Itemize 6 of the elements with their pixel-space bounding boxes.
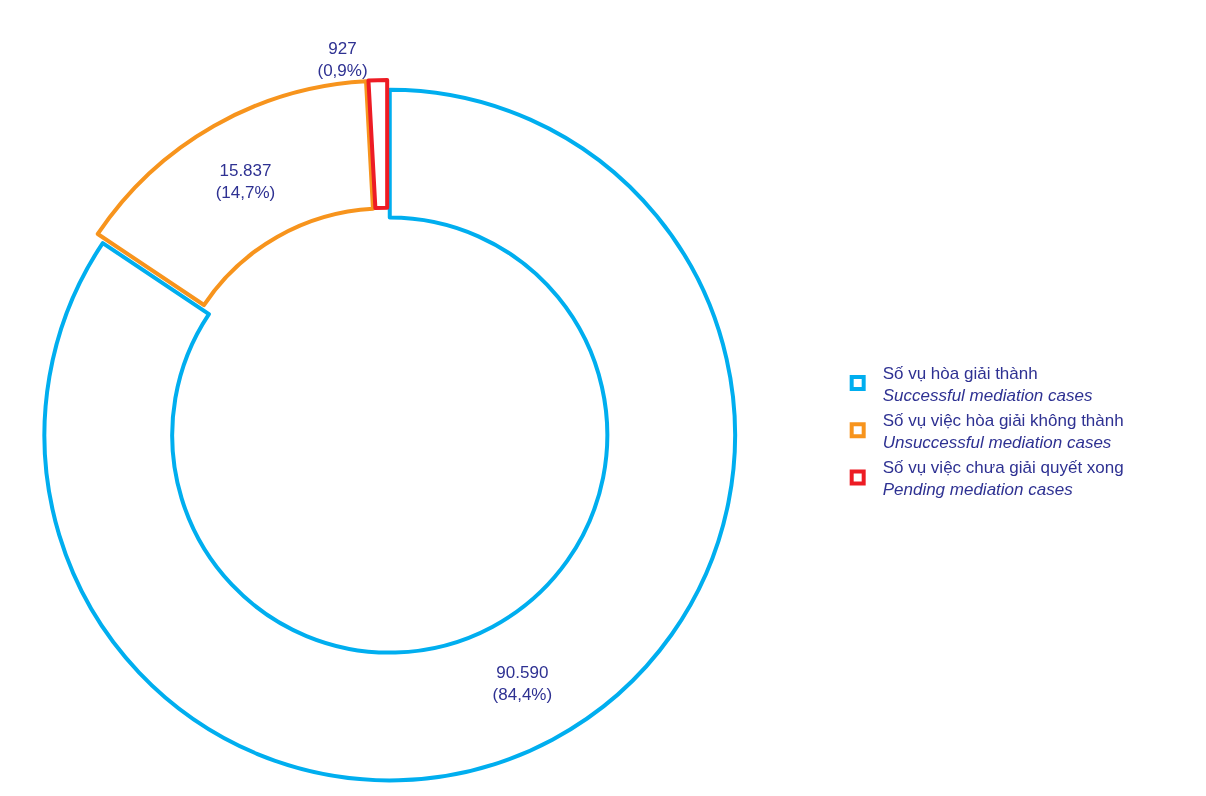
data-label: 15.837 (14,7%) xyxy=(215,160,276,202)
data-label: 90.590 (84,4%) xyxy=(492,662,553,704)
legend-label: Số vụ hòa giải thành Successful mediation cases xyxy=(882,363,1093,405)
legend-label: Số vụ việc hòa giải không thành Unsuccessful mediation cases xyxy=(882,410,1124,452)
legend-label: Số vụ việc chưa giải quyết xong Pending mediation cases xyxy=(882,458,1124,500)
data-label: 927 (0,9%) xyxy=(317,39,368,81)
